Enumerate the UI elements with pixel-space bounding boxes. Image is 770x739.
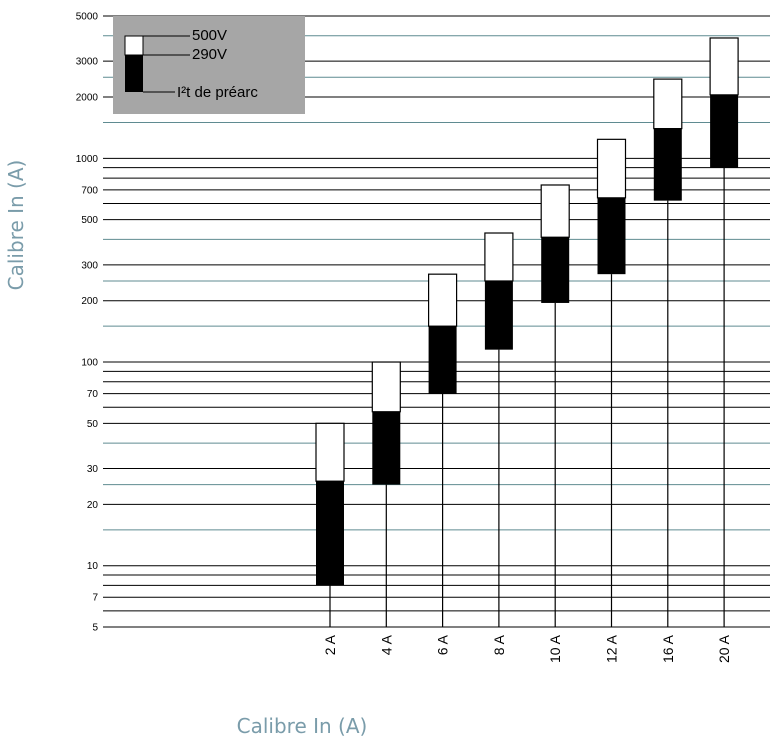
bar-500v [653, 78, 683, 130]
x-tick-label: 12 A [604, 634, 620, 663]
bar-290v [597, 197, 626, 275]
bar-500v [315, 422, 345, 482]
bar-500v [709, 37, 739, 96]
y-tick-labels: 5 7 10 20 30 50 70 100 200 300 500 700 1000 2000 3000 5… [76, 12, 99, 634]
y-tick-label: 70 [87, 389, 99, 400]
bar-290v [541, 237, 570, 303]
y-tick-label: 500 [81, 215, 98, 226]
bar-500v [540, 184, 570, 238]
y-tick-label: 5000 [76, 12, 99, 23]
y-tick-label: 30 [87, 464, 99, 475]
y-tick-label: 7 [92, 593, 98, 604]
legend: 500V 290V I²t de préarc [113, 16, 305, 114]
y-axis-title: Calibre In (A) [4, 160, 28, 291]
y-tick-label: 10 [87, 561, 99, 572]
bar-500v [484, 232, 514, 282]
y-tick-label: 3000 [76, 57, 99, 68]
x-tick-labels: 2 A 4 A 6 A 8 A 10 A 12 A 16 A 20 A [322, 634, 732, 663]
x-axis-title: Calibre In (A) [237, 714, 368, 738]
bar-500v [371, 361, 401, 413]
bar-290v [428, 326, 457, 394]
y-tick-label: 50 [87, 419, 99, 430]
legend-label-500v: 500V [192, 27, 227, 44]
bar-290v [653, 128, 682, 201]
bar-290v [316, 481, 344, 586]
legend-label-preaarc: I²t de préarc [177, 84, 258, 101]
bars [315, 37, 739, 627]
y-tick-label: 1000 [76, 154, 99, 165]
y-tick-label: 2000 [76, 93, 99, 104]
legend-label-290v: 290V [192, 46, 227, 63]
legend-swatch-500v [124, 35, 144, 56]
x-tick-label: 2 A [322, 634, 338, 655]
legend-background [113, 16, 305, 114]
legend-swatch-290v [125, 55, 143, 92]
bar-500v [428, 273, 458, 327]
x-tick-label: 4 A [378, 634, 394, 655]
y-tick-label: 100 [81, 358, 98, 369]
y-tick-label: 300 [81, 260, 98, 271]
y-tick-label: 200 [81, 296, 98, 307]
bar-290v [484, 280, 513, 350]
y-tick-label: 700 [81, 185, 98, 196]
bar-290v [372, 411, 401, 485]
bar-290v [710, 94, 739, 168]
x-tick-label: 16 A [660, 634, 676, 663]
x-tick-label: 20 A [716, 634, 732, 663]
bar-500v [596, 138, 627, 199]
x-tick-label: 6 A [435, 634, 451, 655]
x-tick-label: 10 A [547, 634, 563, 663]
y-tick-label: 20 [87, 500, 99, 511]
x-tick-label: 8 A [491, 634, 507, 655]
y-tick-label: 5 [92, 623, 98, 634]
